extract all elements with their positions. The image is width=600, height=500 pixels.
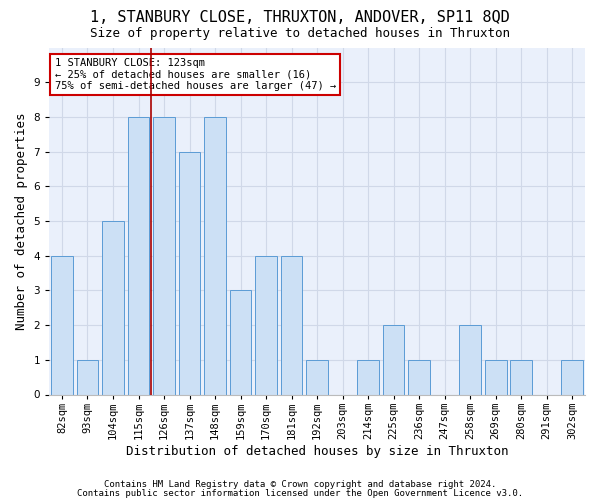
Bar [77,360,98,394]
Text: 1 STANBURY CLOSE: 123sqm
← 25% of detached houses are smaller (16)
75% of semi-d: 1 STANBURY CLOSE: 123sqm ← 25% of detach… [55,58,336,91]
Bar [357,360,379,394]
Text: Contains public sector information licensed under the Open Government Licence v3: Contains public sector information licen… [77,489,523,498]
Bar [562,360,583,394]
Bar [153,117,175,394]
Y-axis label: Number of detached properties: Number of detached properties [15,112,28,330]
Bar [383,325,404,394]
Bar [230,290,251,395]
Bar [102,221,124,394]
Bar [179,152,200,394]
Bar [255,256,277,394]
Bar [409,360,430,394]
Bar [281,256,302,394]
Bar [460,325,481,394]
Text: Size of property relative to detached houses in Thruxton: Size of property relative to detached ho… [90,28,510,40]
Text: 1, STANBURY CLOSE, THRUXTON, ANDOVER, SP11 8QD: 1, STANBURY CLOSE, THRUXTON, ANDOVER, SP… [90,10,510,25]
Bar [306,360,328,394]
Text: Contains HM Land Registry data © Crown copyright and database right 2024.: Contains HM Land Registry data © Crown c… [104,480,496,489]
X-axis label: Distribution of detached houses by size in Thruxton: Distribution of detached houses by size … [126,444,508,458]
Bar [511,360,532,394]
Bar [128,117,149,394]
Bar [204,117,226,394]
Bar [51,256,73,394]
Bar [485,360,506,394]
